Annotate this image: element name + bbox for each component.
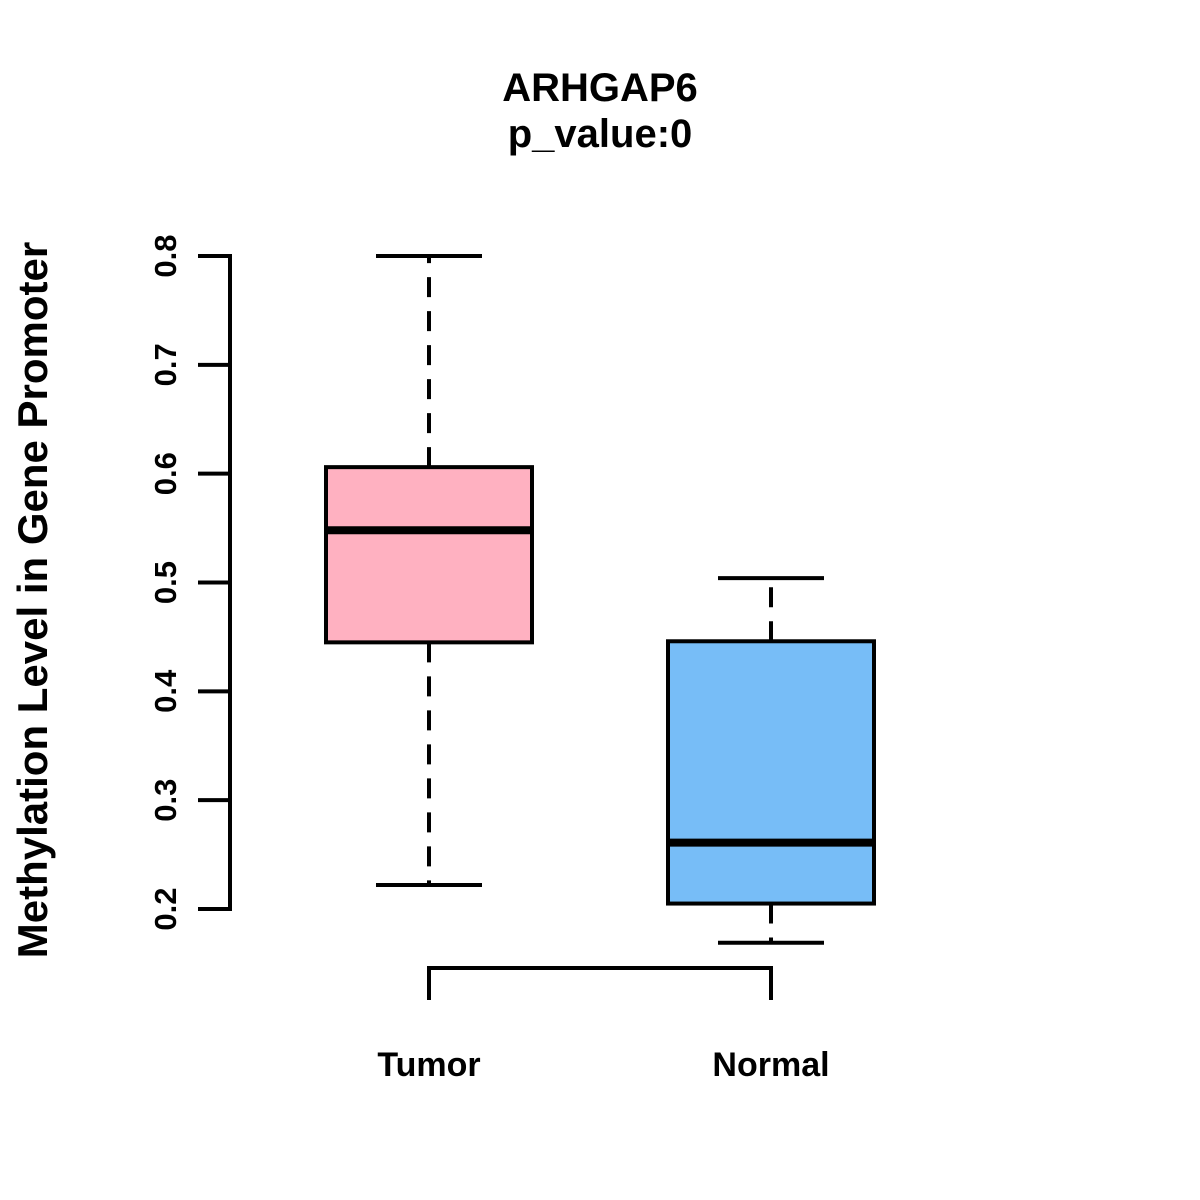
y-tick-label: 0.5 [148,561,183,604]
chart-subtitle: p_value:0 [507,112,693,156]
y-tick-label: 0.4 [148,669,183,713]
x-axis-bracket [427,966,773,1000]
normal-box [666,639,876,906]
chart-title: ARHGAP6 [502,66,698,110]
tumor-box [324,465,534,645]
y-tick-label: 0.3 [148,779,183,822]
x-category-label-normal: Normal [712,1046,829,1084]
y-tick-label: 0.2 [148,887,183,930]
x-category-label-tumor: Tumor [377,1046,480,1084]
y-tick-label: 0.7 [148,343,183,386]
y-tick-label: 0.6 [148,452,183,495]
y-tick-label: 0.8 [148,234,183,277]
